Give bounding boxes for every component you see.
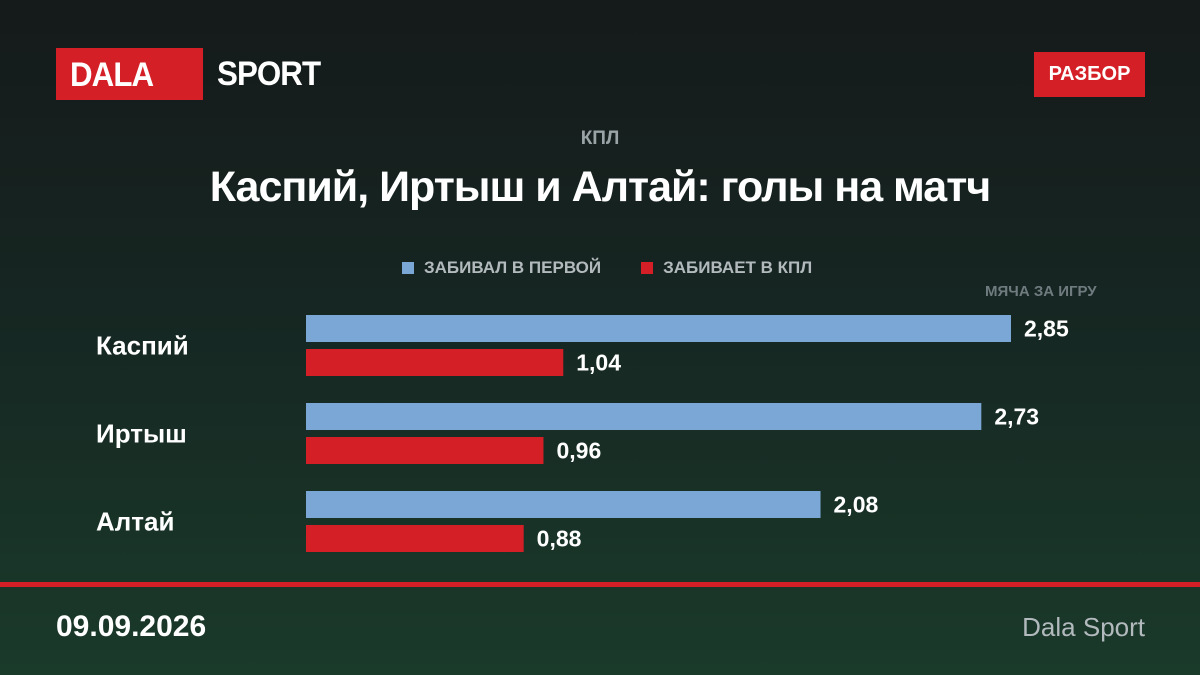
bar-first-league — [306, 491, 821, 518]
bar-value-label: 2,73 — [994, 404, 1039, 430]
bar-value-label: 0,96 — [556, 438, 601, 464]
bar-value-label: 2,08 — [834, 492, 879, 518]
logo-dala-text: DALA — [70, 56, 154, 94]
bar-value-label: 1,04 — [576, 350, 621, 376]
logo-dala-box: DALA — [56, 48, 203, 100]
category-label: Алтай — [96, 507, 174, 537]
logo-sport-text: SPORT — [217, 55, 321, 93]
bar-first-league — [306, 315, 1011, 342]
bar-chart: Каспий 2,85 1,04 Иртыш 2,73 0,96 Алтай 2,08 0,88 — [96, 315, 1069, 552]
legend-label-kpl: ЗАБИВАЕТ В КПЛ — [663, 258, 813, 277]
bar-kpl — [306, 437, 544, 464]
chart-title: Каспий, Иртыш и Алтай: голы на матч — [209, 163, 991, 211]
footer-date: 09.09.2026 — [56, 610, 207, 643]
category-label: Каспий — [96, 331, 189, 361]
bar-first-league — [306, 403, 982, 430]
category-badge: РАЗБОР — [1034, 52, 1145, 97]
bar-value-label: 0,88 — [537, 526, 582, 552]
legend-swatch-kpl — [641, 262, 654, 274]
legend-label-first: ЗАБИВАЛ В ПЕРВОЙ — [424, 258, 602, 277]
chart-subtitle: КПЛ — [580, 128, 620, 149]
footer-source: Dala Sport — [1022, 612, 1145, 642]
footer-divider — [0, 582, 1200, 587]
unit-label: МЯЧА ЗА ИГРУ — [985, 283, 1097, 300]
bar-kpl — [306, 525, 524, 552]
legend-swatch-first — [402, 262, 414, 274]
category-label: Иртыш — [96, 419, 187, 449]
chart-legend: ЗАБИВАЛ В ПЕРВОЙ ЗАБИВАЕТ В КПЛ — [402, 257, 852, 279]
bar-value-label: 2,85 — [1024, 316, 1069, 342]
legend-item-kpl: ЗАБИВАЕТ В КПЛ — [641, 258, 812, 278]
bar-kpl — [306, 349, 564, 376]
legend-item-first: ЗАБИВАЛ В ПЕРВОЙ — [402, 258, 601, 278]
